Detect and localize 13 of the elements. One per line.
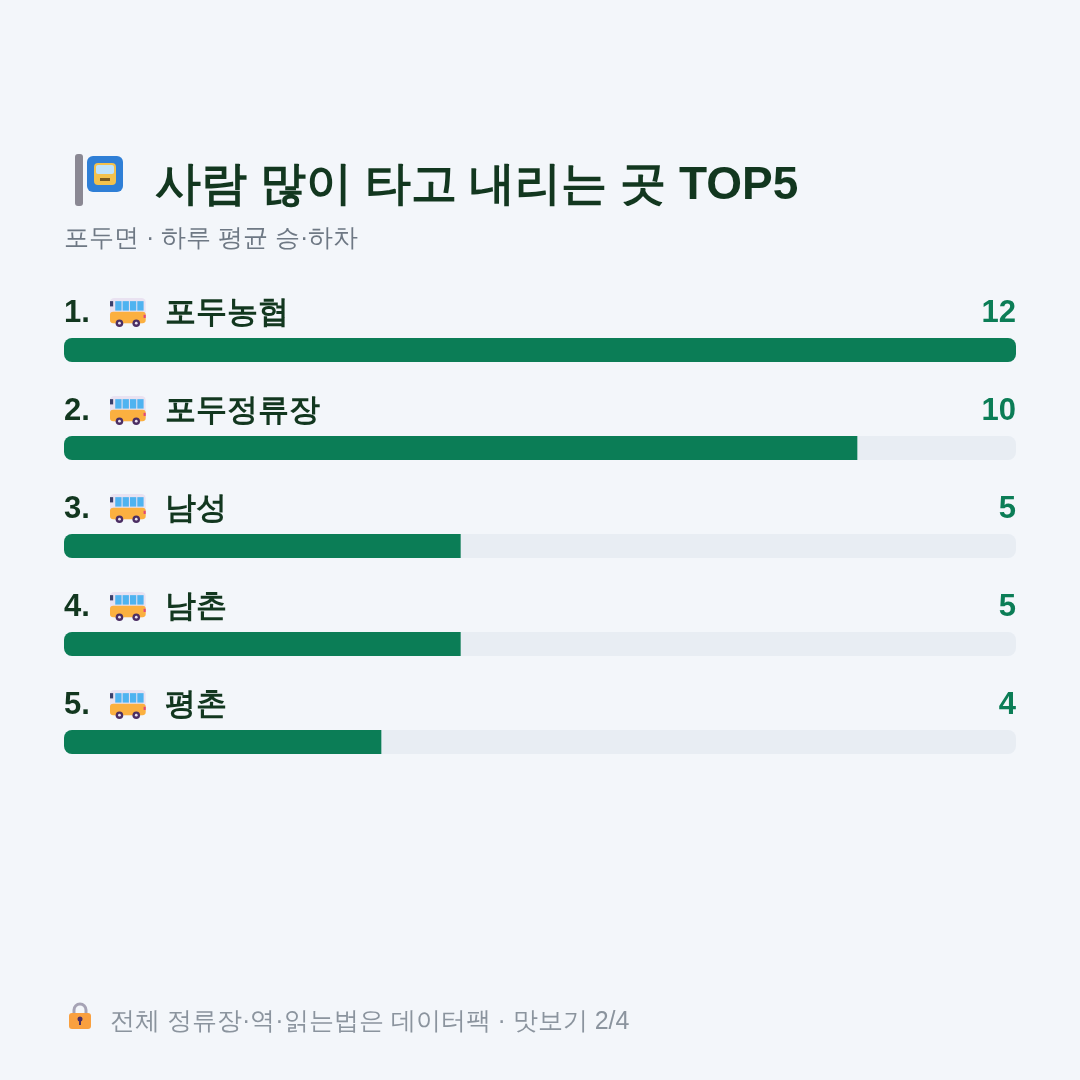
data-label: 5 <box>998 490 1016 525</box>
chart-title: 사람 많이 타고 내리는 곳 TOP5 <box>155 157 799 209</box>
text: 전체 정류장·역·읽는법은 데이터팩 · 맛보기 2/4 <box>110 1006 630 1034</box>
category-label: 4. 남촌 <box>64 588 227 623</box>
data-label: 12 <box>981 294 1016 329</box>
category-label: 5. 평촌 <box>64 686 227 721</box>
chart-subtitle: 포두면 · 하루 평균 승·하차 <box>64 223 359 251</box>
category-label: 3. 남성 <box>64 490 227 525</box>
category-label: 1. 포두농협 <box>64 294 289 329</box>
category-label: 2. 포두정류장 <box>64 392 320 427</box>
data-label: 5 <box>998 588 1016 623</box>
data-label: 4 <box>998 686 1017 721</box>
data-label: 10 <box>981 392 1016 427</box>
